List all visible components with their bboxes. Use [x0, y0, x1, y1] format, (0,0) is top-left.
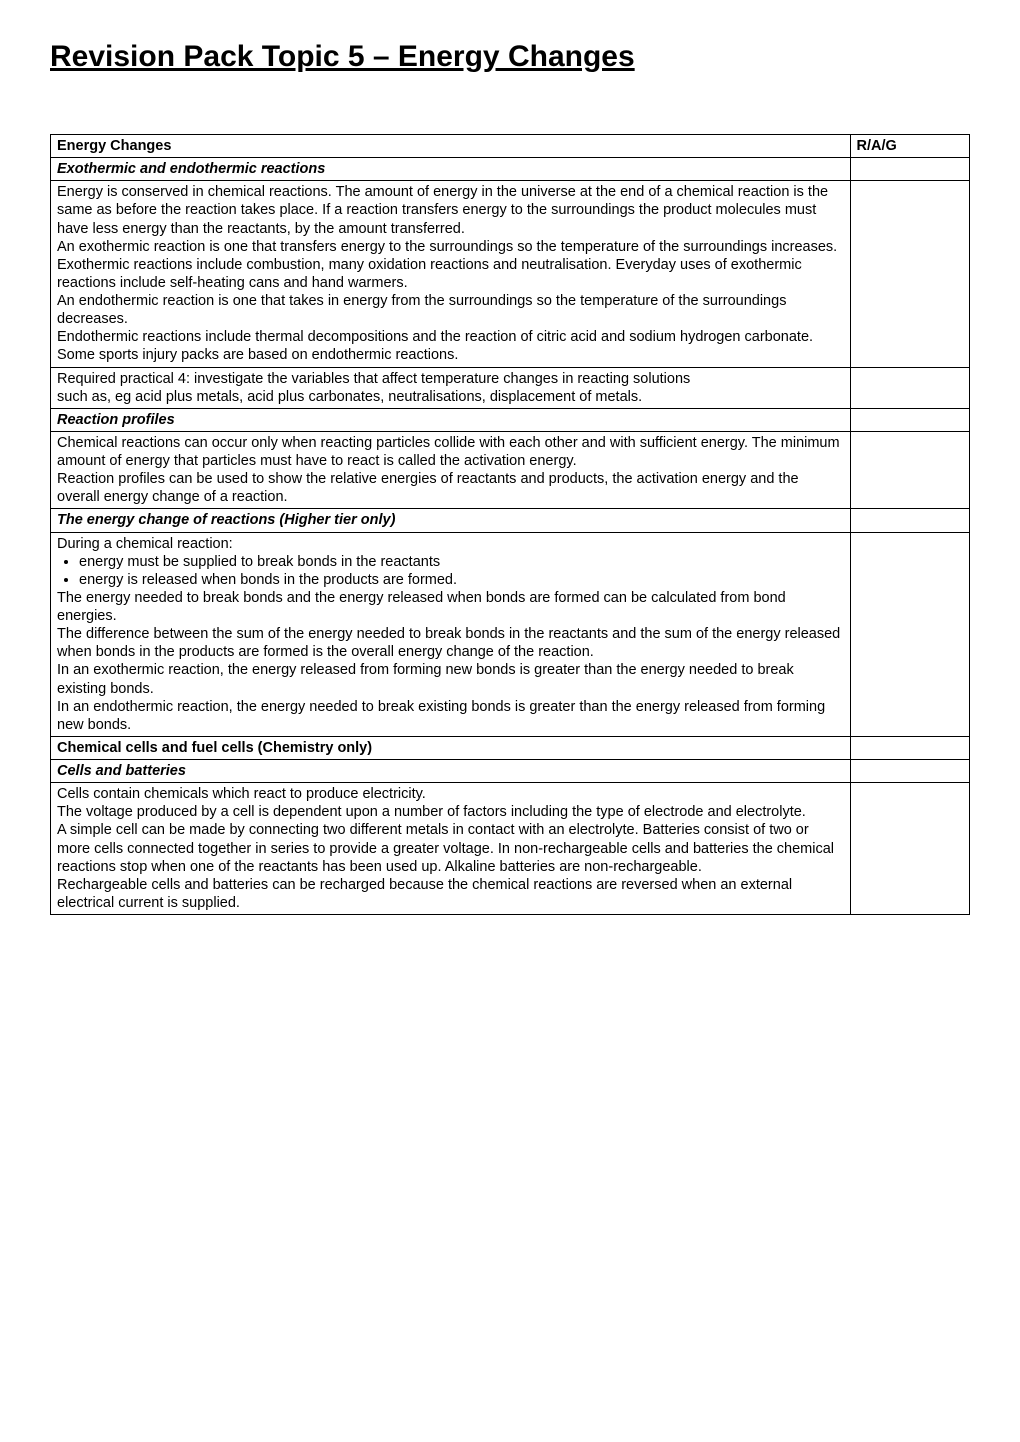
- section1-heading: Energy Changes: [51, 135, 851, 158]
- subheading-row: The energy change of reactions (Higher t…: [51, 509, 970, 532]
- sub-exo-endo: Exothermic and endothermic reactions: [51, 158, 851, 181]
- rag-cell[interactable]: [850, 181, 969, 367]
- section-header-row: Energy Changes R/A/G: [51, 135, 970, 158]
- body-row: During a chemical reaction: energy must …: [51, 532, 970, 736]
- subheading-row: Exothermic and endothermic reactions: [51, 158, 970, 181]
- sub-reaction-profiles: Reaction profiles: [51, 408, 851, 431]
- rag-cell[interactable]: [850, 367, 969, 408]
- subheading-row: Cells and batteries: [51, 760, 970, 783]
- sub-cells-batteries: Cells and batteries: [51, 760, 851, 783]
- body-row: Required practical 4: investigate the va…: [51, 367, 970, 408]
- energy-change-body-cell: During a chemical reaction: energy must …: [51, 532, 851, 736]
- page-title: Revision Pack Topic 5 – Energy Changes: [50, 40, 970, 74]
- rag-cell[interactable]: [850, 736, 969, 759]
- body-row: Chemical reactions can occur only when r…: [51, 431, 970, 509]
- rag-cell[interactable]: [850, 783, 969, 915]
- rag-cell[interactable]: [850, 408, 969, 431]
- energy-change-body: The energy needed to break bonds and the…: [57, 589, 844, 734]
- section2-heading: Chemical cells and fuel cells (Chemistry…: [51, 736, 851, 759]
- exo-endo-body: Energy is conserved in chemical reaction…: [51, 181, 851, 367]
- rag-cell[interactable]: [850, 431, 969, 509]
- body-row: Cells contain chemicals which react to p…: [51, 783, 970, 915]
- list-item: energy must be supplied to break bonds i…: [79, 553, 844, 571]
- cells-batteries-body: Cells contain chemicals which react to p…: [51, 783, 851, 915]
- content-table: Energy Changes R/A/G Exothermic and endo…: [50, 134, 970, 915]
- reaction-profiles-body: Chemical reactions can occur only when r…: [51, 431, 851, 509]
- rag-cell[interactable]: [850, 760, 969, 783]
- rag-cell[interactable]: [850, 509, 969, 532]
- required-practical: Required practical 4: investigate the va…: [51, 367, 851, 408]
- sub-energy-change: The energy change of reactions (Higher t…: [51, 509, 851, 532]
- energy-change-intro: During a chemical reaction:: [57, 535, 844, 553]
- rag-cell[interactable]: [850, 158, 969, 181]
- list-item: energy is released when bonds in the pro…: [79, 571, 844, 589]
- rag-header: R/A/G: [850, 135, 969, 158]
- section-header-row: Chemical cells and fuel cells (Chemistry…: [51, 736, 970, 759]
- energy-change-bullets: energy must be supplied to break bonds i…: [79, 553, 844, 589]
- rag-cell[interactable]: [850, 532, 969, 736]
- subheading-row: Reaction profiles: [51, 408, 970, 431]
- body-row: Energy is conserved in chemical reaction…: [51, 181, 970, 367]
